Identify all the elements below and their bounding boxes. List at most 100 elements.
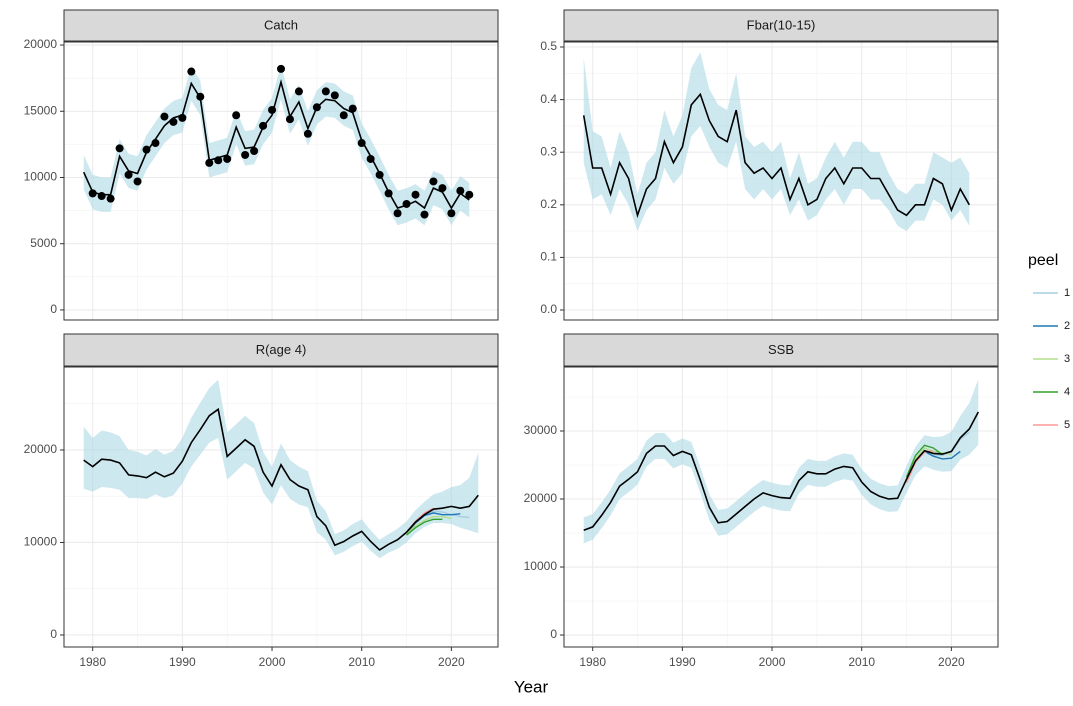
observed-point [384, 189, 393, 198]
observed-point [133, 177, 142, 186]
observed-point [285, 115, 294, 124]
x-tick-label: 2020 [438, 655, 465, 669]
observed-point [124, 170, 133, 179]
peel-line [905, 444, 943, 478]
panel-title: SSB [768, 342, 794, 357]
observed-point [169, 117, 178, 126]
peel-line [406, 518, 443, 536]
observed-point [151, 139, 160, 148]
observed-point [160, 112, 169, 121]
observed-point [97, 192, 106, 201]
observed-point [142, 145, 151, 154]
legend-label: 2 [1064, 320, 1070, 332]
legend-title: peel [1028, 252, 1058, 269]
legend-label: 5 [1064, 419, 1070, 431]
observed-point [402, 199, 411, 208]
estimate-line [582, 92, 970, 219]
observed-point [321, 87, 330, 96]
observed-point [393, 209, 402, 218]
y-tick-label: 10000 [24, 535, 58, 549]
observed-point [456, 186, 465, 195]
y-tick-label: 0 [550, 627, 557, 641]
strip [63, 333, 499, 367]
strip [563, 333, 999, 367]
y-tick-label: 10000 [524, 559, 558, 573]
y-tick-label: 20000 [24, 442, 58, 456]
observed-point [438, 184, 447, 193]
x-axis-title: Year [514, 677, 549, 696]
panel-border [63, 41, 499, 321]
x-tick-label: 2010 [348, 655, 375, 669]
panel-border [63, 366, 499, 648]
panel-border [563, 41, 999, 321]
observed-point [339, 111, 348, 120]
strip [563, 9, 999, 42]
panel-title: Catch [264, 17, 298, 32]
estimate-line [583, 411, 980, 532]
y-tick-label: 0.4 [540, 92, 557, 106]
x-tick-label: 1980 [79, 655, 106, 669]
y-tick-label: 0.0 [540, 302, 557, 316]
y-tick-label: 0 [50, 302, 57, 316]
legend-label: 4 [1064, 386, 1070, 398]
y-tick-label: 20000 [524, 491, 558, 505]
observed-point [294, 87, 303, 96]
confidence-band [83, 379, 479, 559]
peel-line [406, 515, 452, 535]
observed-point [268, 105, 277, 114]
panel-title: Fbar(10-15) [747, 17, 816, 32]
y-tick-label: 10000 [24, 170, 58, 184]
strip [63, 9, 499, 42]
x-tick-label: 1990 [669, 655, 696, 669]
observed-point [375, 170, 384, 179]
confidence-band [83, 64, 470, 226]
panel-title: R(age 4) [256, 342, 307, 357]
observed-point [214, 156, 223, 165]
observed-point [241, 150, 250, 159]
observed-point [106, 194, 115, 203]
y-tick-label: 0.2 [540, 197, 557, 211]
observed-point [115, 144, 124, 153]
observed-point [205, 158, 214, 167]
y-tick-label: 0 [50, 627, 57, 641]
observed-point [277, 64, 285, 73]
y-tick-label: 5000 [30, 236, 57, 250]
observed-point [223, 154, 232, 163]
estimate-line [83, 407, 479, 551]
observed-point [330, 91, 339, 100]
legend-label: 1 [1064, 287, 1070, 299]
observed-point [420, 210, 429, 219]
panel-border [563, 366, 999, 648]
observed-point [312, 103, 321, 112]
observed-point [259, 121, 268, 130]
observed-point [411, 190, 420, 199]
y-tick-label: 20000 [24, 37, 58, 51]
observed-point [447, 209, 456, 218]
observed-point [429, 177, 438, 186]
x-tick-label: 2000 [759, 655, 786, 669]
observed-point [366, 154, 375, 163]
observed-point [88, 189, 97, 198]
observed-point [357, 139, 366, 148]
observed-point [178, 113, 187, 122]
observed-point [232, 111, 241, 120]
x-tick-label: 1980 [579, 655, 606, 669]
confidence-band [583, 379, 979, 544]
observed-point [250, 147, 259, 156]
legend-label: 3 [1064, 353, 1070, 365]
y-tick-label: 0.1 [540, 250, 557, 264]
observed-point [303, 129, 312, 138]
observed-point [196, 92, 205, 101]
y-tick-label: 30000 [524, 423, 558, 437]
y-tick-label: 0.5 [540, 39, 557, 53]
confidence-band [583, 52, 970, 232]
x-tick-label: 2000 [259, 655, 286, 669]
x-tick-label: 2010 [848, 655, 875, 669]
observed-point [187, 67, 196, 76]
y-tick-label: 0.3 [540, 144, 557, 158]
observed-point [465, 190, 474, 199]
x-tick-label: 1990 [169, 655, 196, 669]
y-tick-label: 15000 [24, 103, 58, 117]
